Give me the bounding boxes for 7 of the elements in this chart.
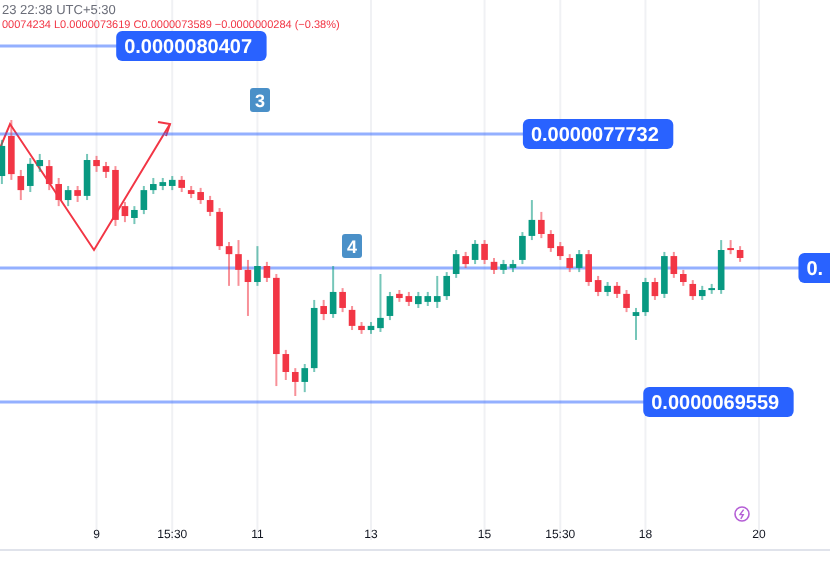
- annotation: 0.0000077732: [530, 125, 660, 148]
- text: 0.0000080407: [124, 37, 253, 60]
- annotation: 4: [346, 237, 358, 257]
- text: 3: [254, 91, 266, 111]
- text: 0.: [806, 259, 824, 282]
- candlestick: [8, 119, 15, 181]
- annotation: 0.0000069559: [651, 393, 781, 416]
